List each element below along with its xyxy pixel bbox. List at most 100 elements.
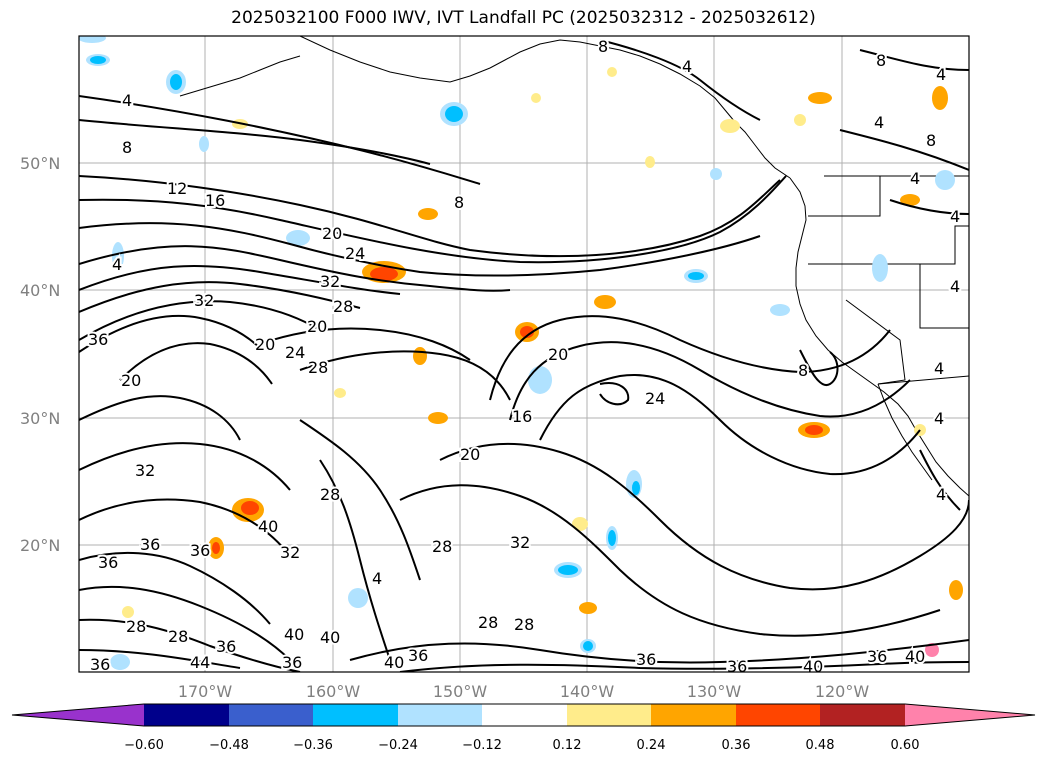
contour-label: 36 [216, 637, 236, 656]
contour-label: 32 [320, 272, 340, 291]
contour-label: 44 [190, 653, 210, 672]
contour-line [79, 119, 431, 165]
blob-blue [558, 565, 578, 575]
contour-label: 40 [905, 647, 925, 666]
contour-label: 40 [258, 517, 278, 536]
contour-line [599, 382, 630, 406]
colorbar-tick-label: 0.36 [722, 738, 751, 753]
contour-label: 4 [122, 91, 132, 110]
contour-line [79, 281, 361, 313]
contour-line [439, 442, 969, 591]
contour-label: 28 [320, 485, 340, 504]
contour-label: 20 [460, 445, 480, 464]
contour-label: 36 [98, 553, 118, 572]
contour-line [79, 551, 271, 625]
contour-label: 20 [255, 335, 275, 354]
contour-label: 4 [910, 169, 920, 188]
contour-line [79, 315, 263, 353]
blob-lightblue [528, 366, 552, 394]
blob-lightblue [79, 36, 106, 43]
contour-label: 16 [205, 191, 225, 210]
blob-yellow [531, 93, 541, 103]
blob-lightblue [286, 230, 310, 246]
colorbar-tick-label: 0.24 [637, 738, 666, 753]
contour-line [79, 264, 401, 295]
alaska-aleutian-coast [299, 36, 791, 179]
blob-lightblue [112, 242, 124, 270]
contour-label: 4 [950, 207, 960, 226]
contour-label: 8 [598, 37, 608, 56]
lon-label: 140°W [560, 682, 615, 701]
contour-label: 32 [194, 291, 214, 310]
contour-label: 8 [122, 138, 132, 157]
lon-axis-labels: 170°W 160°W 150°W 140°W 130°W 120°W [178, 682, 870, 701]
contour-line [79, 649, 241, 669]
contour-label: 40 [384, 653, 404, 672]
lat-label: 30°N [20, 409, 60, 428]
blob-orange [413, 347, 427, 365]
contour-label: 36 [727, 657, 747, 676]
contour-line [79, 585, 291, 661]
colorbar-tick-label: −0.12 [462, 738, 502, 753]
blob-red [370, 267, 398, 281]
contour-line [119, 342, 273, 385]
us-mexico-border [877, 375, 969, 385]
contour-line [79, 300, 321, 341]
contour-line [919, 449, 961, 511]
contour-line [839, 129, 969, 171]
blob-yellow [334, 388, 346, 398]
blob-lightblue [872, 254, 888, 282]
contour-line [799, 349, 839, 387]
contour-line [259, 327, 471, 361]
lat-label: 50°N [20, 154, 60, 173]
blob-red [241, 501, 259, 515]
contour-line [79, 175, 781, 258]
contour-label: 28 [126, 617, 146, 636]
contour-label: 4 [874, 113, 884, 132]
blob-blue [583, 641, 593, 651]
contour-label: 8 [454, 193, 464, 212]
map-title: 2025032100 F000 IWV, IVT Landfall PC (20… [231, 8, 816, 28]
contour-label: 28 [168, 627, 188, 646]
blob-orange [594, 295, 616, 309]
lat-label: 20°N [20, 536, 60, 555]
lat-axis-labels: 50°N 40°N 30°N 20°N [20, 154, 60, 555]
contour-label: 8 [876, 51, 886, 70]
coastlines [179, 36, 969, 497]
contour-label: 40 [284, 625, 304, 644]
blob-blue [688, 272, 704, 280]
contour-label: 36 [867, 647, 887, 666]
contour-line [79, 175, 787, 264]
colorbar-tick-label: −0.48 [209, 738, 249, 753]
colorbar-segment [567, 704, 651, 726]
contour-label: 24 [285, 343, 305, 362]
blob-orange [949, 580, 963, 600]
contour-label: 24 [645, 389, 665, 408]
contour-line [599, 39, 761, 121]
blob-red [212, 542, 220, 554]
contour-label: 28 [308, 358, 328, 377]
us-state-border-4 [845, 299, 906, 385]
blob-lightblue [710, 168, 722, 180]
contour-label: 36 [282, 653, 302, 672]
contour-line [79, 395, 241, 441]
contour-line [489, 315, 891, 401]
blob-lightblue [348, 588, 368, 608]
blob-yellow [645, 156, 655, 168]
contour-label: 16 [512, 407, 532, 426]
colorbar-segment [229, 704, 313, 726]
blob-orange [808, 92, 832, 104]
aleutian-islands [179, 55, 301, 97]
blob-blue [608, 530, 616, 546]
blob-orange [428, 412, 448, 424]
contour-line [299, 419, 421, 581]
blob-lightblue [199, 136, 209, 152]
blob-blue [632, 481, 640, 495]
colorbar-tick-label: 0.60 [891, 738, 920, 753]
colorbar-tick-label: −0.24 [378, 738, 418, 753]
contour-label: 20 [548, 345, 568, 364]
contour-label: 4 [934, 359, 944, 378]
blob-yellow [720, 119, 740, 133]
us-state-border-3 [919, 264, 969, 329]
contour-line [79, 618, 301, 672]
